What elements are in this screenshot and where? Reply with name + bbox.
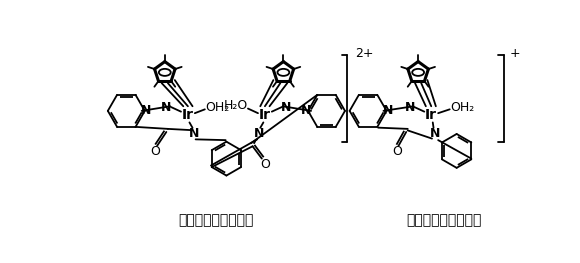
- Text: Ir: Ir: [425, 108, 437, 122]
- Text: N: N: [281, 100, 292, 114]
- Text: 複核イリジウム触媒: 複核イリジウム触媒: [179, 213, 254, 227]
- Text: OH₂: OH₂: [205, 100, 229, 114]
- Text: N: N: [253, 128, 264, 140]
- Text: N: N: [301, 104, 311, 117]
- Text: OH₂: OH₂: [450, 100, 474, 114]
- Text: O: O: [392, 145, 402, 158]
- Text: 単核イリジウム触媒: 単核イリジウム触媒: [406, 213, 481, 227]
- Text: +: +: [510, 47, 520, 60]
- Text: Ir: Ir: [182, 108, 194, 122]
- Text: O: O: [151, 145, 161, 158]
- Text: H₂O: H₂O: [223, 99, 248, 112]
- Text: N: N: [404, 100, 415, 114]
- Text: N: N: [141, 104, 151, 117]
- Text: N: N: [161, 100, 172, 114]
- Text: Ir: Ir: [259, 108, 271, 122]
- Text: N: N: [383, 104, 393, 117]
- Text: O: O: [260, 158, 270, 170]
- Text: 2+: 2+: [355, 47, 374, 60]
- Text: N: N: [430, 128, 440, 140]
- Text: N: N: [189, 128, 200, 140]
